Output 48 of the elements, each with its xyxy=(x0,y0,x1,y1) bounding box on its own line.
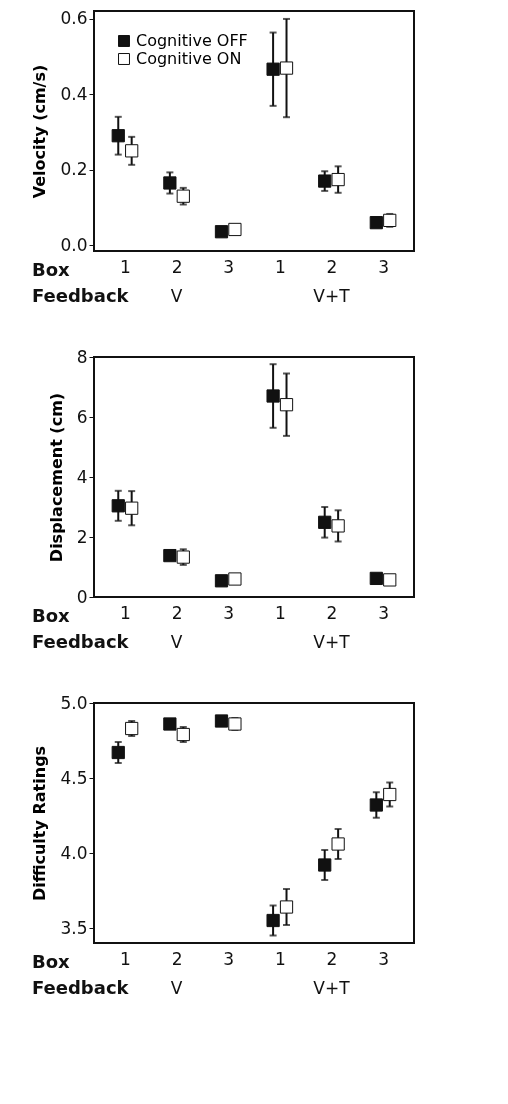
y-tick-label: 0.2 xyxy=(60,159,88,180)
text: V+T xyxy=(313,632,351,652)
x-tick-label: 3 xyxy=(223,948,235,969)
text: Feedback xyxy=(32,285,130,306)
y-tick-label: 0.0 xyxy=(60,234,88,255)
y-axis-title: Velocity (cm/s) xyxy=(30,64,50,199)
x-tick-label: 1 xyxy=(120,948,131,969)
y-tick-label: 4 xyxy=(76,466,88,487)
x-tick-label: 1 xyxy=(120,602,131,623)
y-tick-label: 6 xyxy=(76,406,88,427)
text: Feedback xyxy=(32,977,130,998)
y-axis-title: Displacement (cm) xyxy=(46,392,66,563)
y-tick-label: 8 xyxy=(76,346,88,367)
text: V+T xyxy=(313,286,351,306)
legend-label: Cognitive OFF xyxy=(136,31,248,50)
x-tick-label: 3 xyxy=(378,948,389,969)
x-tick-label: 2 xyxy=(326,948,338,969)
x-tick-label: 1 xyxy=(120,256,131,277)
text: Feedback xyxy=(32,631,130,652)
x-tick-label: 1 xyxy=(274,948,286,969)
legend-label: Cognitive ON xyxy=(136,49,242,68)
y-tick-label: 4.0 xyxy=(60,842,88,863)
y-tick-label: 0.6 xyxy=(60,8,88,29)
x-tick-label: 2 xyxy=(326,602,338,623)
x-axis-title: Box xyxy=(32,605,71,626)
text: V xyxy=(170,632,183,652)
y-axis-title: Difficulty Ratings xyxy=(30,745,50,902)
y-tick-label: 5.0 xyxy=(60,692,88,713)
x-axis-title: Box xyxy=(32,951,71,972)
y-tick-label: 0.4 xyxy=(60,83,88,104)
y-tick-label: 0 xyxy=(76,586,88,607)
x-tick-label: 3 xyxy=(223,256,235,277)
x-tick-label: 2 xyxy=(326,256,338,277)
x-tick-label: 3 xyxy=(378,602,389,623)
x-tick-label: 1 xyxy=(274,602,286,623)
x-tick-label: 3 xyxy=(378,256,389,277)
x-tick-label: 3 xyxy=(223,602,235,623)
y-tick-label: 4.5 xyxy=(60,767,88,788)
x-axis-title: Box xyxy=(32,259,71,280)
y-tick-label: 3.5 xyxy=(60,917,88,938)
x-tick-label: 2 xyxy=(171,256,183,277)
text: V xyxy=(170,286,183,306)
x-tick-label: 1 xyxy=(274,256,286,277)
x-tick-label: 2 xyxy=(171,948,183,969)
y-tick-label: 2 xyxy=(76,526,88,547)
text: V+T xyxy=(313,978,351,998)
text: V xyxy=(170,978,183,998)
x-tick-label: 2 xyxy=(171,602,183,623)
